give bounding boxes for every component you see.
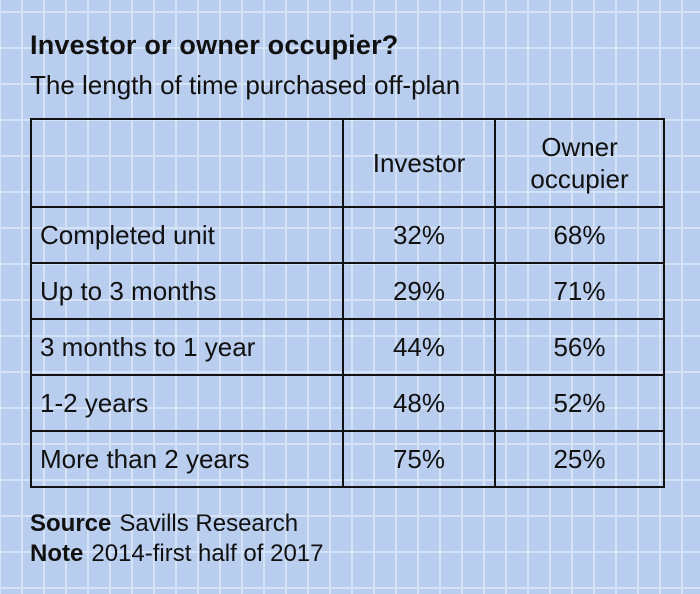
- data-table: Investor Owner occupier Completed unit 3…: [30, 118, 665, 488]
- row-label: Up to 3 months: [30, 262, 344, 320]
- investor-value: 32%: [342, 206, 496, 264]
- table-row: Up to 3 months 29% 71%: [30, 262, 665, 320]
- header-empty-cell: [30, 118, 344, 208]
- owner-value: 71%: [494, 262, 665, 320]
- table-row: 3 months to 1 year 44% 56%: [30, 318, 665, 376]
- header-owner-line2: occupier: [530, 164, 629, 194]
- source-value: Savills Research: [119, 510, 299, 537]
- row-label: 1-2 years: [30, 374, 344, 432]
- table-row: 1-2 years 48% 52%: [30, 374, 665, 432]
- header-row: Investor Owner occupier: [30, 118, 665, 208]
- header-owner-occupier: Owner occupier: [494, 118, 665, 208]
- investor-value: 44%: [342, 318, 496, 376]
- investor-value: 29%: [342, 262, 496, 320]
- note-line: Note 2014-first half of 2017: [30, 540, 324, 568]
- source-label: Source: [30, 510, 112, 537]
- owner-value: 68%: [494, 206, 665, 264]
- owner-value: 56%: [494, 318, 665, 376]
- investor-value: 48%: [342, 374, 496, 432]
- owner-value: 52%: [494, 374, 665, 432]
- row-label: More than 2 years: [30, 430, 344, 488]
- table-row: Completed unit 32% 68%: [30, 206, 665, 264]
- note-label: Note: [30, 540, 84, 567]
- investor-value: 75%: [342, 430, 496, 488]
- header-investor: Investor: [342, 118, 496, 208]
- owner-value: 25%: [494, 430, 665, 488]
- chart-title: Investor or owner occupier?: [30, 30, 399, 60]
- row-label: 3 months to 1 year: [30, 318, 344, 376]
- chart-subtitle: The length of time purchased off-plan: [30, 70, 461, 100]
- row-label: Completed unit: [30, 206, 344, 264]
- source-line: Source Savills Research: [30, 510, 298, 538]
- table-row: More than 2 years 75% 25%: [30, 430, 665, 488]
- note-value: 2014-first half of 2017: [91, 540, 324, 567]
- header-owner-line1: Owner: [541, 132, 618, 162]
